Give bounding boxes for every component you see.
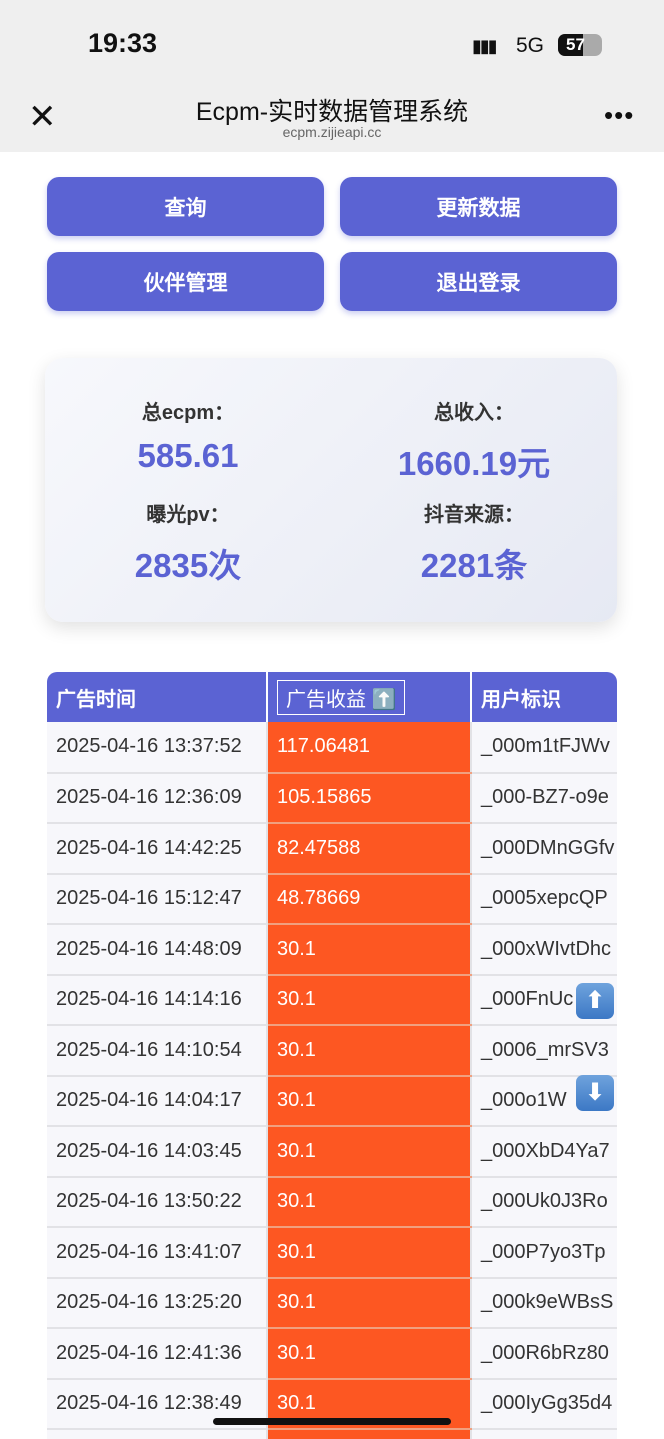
header-ad-time[interactable]: 广告时间 [47, 672, 268, 722]
cell-ad-revenue: 30.1 [267, 1025, 472, 1077]
page-title: Ecpm-实时数据管理系统 [195, 98, 469, 126]
table-row[interactable]: 2025-04-16 14:04:17 30.1 _000o1W [47, 1075, 617, 1127]
table-row[interactable]: 2025-04-16 14:10:54 30.1 _0006_mrSV3 [47, 1025, 617, 1077]
data-table: 广告时间 广告收益 ⬆️ 用户标识 2025-04-16 13:37:52 117… [47, 672, 617, 1439]
stat-label: 抖音来源： [424, 504, 524, 526]
cell-ad-revenue: 30.1 [267, 974, 472, 1026]
cell-ad-revenue: 117.06481 [267, 722, 472, 774]
cell-user-id: _000DMnGGfv [471, 823, 617, 875]
cell-user-id [471, 1429, 617, 1439]
cell-ad-revenue: 30.1 [267, 1277, 472, 1329]
cell-ad-time: 2025-04-16 14:10:54 [47, 1025, 268, 1077]
cell-ad-time: 2025-04-16 12:41:36 [47, 1328, 268, 1380]
cell-ad-revenue: 30.1 [267, 1227, 472, 1279]
cell-ad-time: 2025-04-16 13:41:07 [47, 1227, 268, 1279]
status-time: 19:33 [88, 28, 158, 58]
cell-ad-revenue: 105.15865 [267, 772, 472, 824]
cell-ad-time: 2025-04-16 13:25:20 [47, 1277, 268, 1329]
table-row[interactable]: 2025-04-16 12:41:36 30.1 _000R6bRz80 [47, 1328, 617, 1380]
partner-management-button[interactable]: 伙伴管理 [47, 252, 324, 311]
cell-ad-revenue: 30.1 [267, 1126, 472, 1178]
cell-user-id: _000R6bRz80 [471, 1328, 617, 1380]
cell-user-id: _000IyGg35d4 [471, 1378, 617, 1430]
logout-button[interactable]: 退出登录 [340, 252, 617, 311]
cell-ad-time: 2025-04-16 12:36:09 [47, 772, 268, 824]
table-row[interactable]: 2025-04-16 13:37:52 117.06481 _000m1tFJWv [47, 722, 617, 774]
cell-ad-time [47, 1429, 268, 1439]
stat-label: 总ecpm： [141, 402, 235, 424]
cell-ad-time: 2025-04-16 13:50:22 [47, 1176, 268, 1228]
battery-level: 57 [566, 35, 585, 54]
cell-user-id: _000k9eWBsS [471, 1277, 617, 1329]
cell-user-id: _000P7yo3Tp [471, 1227, 617, 1279]
header-ad-revenue[interactable]: 广告收益 ⬆️ [267, 672, 472, 722]
more-icon[interactable]: ••• [604, 100, 635, 130]
cell-ad-time: 2025-04-16 14:14:16 [47, 974, 268, 1026]
cell-ad-time: 2025-04-16 14:03:45 [47, 1126, 268, 1178]
cell-user-id: _000XbD4Ya7 [471, 1126, 617, 1178]
table-row[interactable]: 2025-04-16 12:36:09 105.15865 _000-BZ7-o9e [47, 772, 617, 824]
query-button[interactable]: 查询 [47, 177, 324, 236]
header-user-id[interactable]: 用户标识 [471, 672, 617, 722]
table-row[interactable]: 2025-04-16 14:03:45 30.1 _000XbD4Ya7 [47, 1126, 617, 1178]
stat-ecpm: 总ecpm： 585.61 [45, 396, 331, 475]
cell-user-id: _0006_mrSV3 [471, 1025, 617, 1077]
cell-ad-time: 2025-04-16 15:12:47 [47, 873, 268, 925]
cell-user-id: _000Uk0J3Ro [471, 1176, 617, 1228]
table-row[interactable]: 2025-04-16 14:48:09 30.1 _000xWIvtDhc [47, 924, 617, 976]
cell-ad-time: 2025-04-16 14:04:17 [47, 1075, 268, 1127]
stat-source: 抖音来源： 2281条 [331, 498, 617, 587]
close-icon[interactable]: ✕ [28, 98, 57, 136]
table-row[interactable]: 2025-04-16 13:50:22 30.1 _000Uk0J3Ro [47, 1176, 617, 1228]
table-header: 广告时间 广告收益 ⬆️ 用户标识 [47, 672, 617, 722]
table-row[interactable]: 2025-04-16 14:14:16 30.1 _000FnUc [47, 974, 617, 1026]
cell-user-id: _000-BZ7-o9e [471, 772, 617, 824]
table-row[interactable]: 2025-04-16 14:42:25 82.47588 _000DMnGGfv [47, 823, 617, 875]
battery-icon: 57 [558, 34, 602, 56]
stat-value: 585.61 [137, 437, 239, 474]
cell-ad-revenue: 30.1 [267, 1328, 472, 1380]
cell-ad-revenue: 30.1 [267, 924, 472, 976]
cell-user-id: _000xWIvtDhc [471, 924, 617, 976]
cell-ad-time: 2025-04-16 13:37:52 [47, 722, 268, 774]
cell-ad-time: 2025-04-16 14:48:09 [47, 924, 268, 976]
network-type: 5G [516, 34, 545, 57]
update-data-button[interactable]: 更新数据 [340, 177, 617, 236]
stat-pv: 曝光pv： 2835次 [45, 498, 331, 587]
table-row[interactable]: 2025-04-16 15:12:47 48.78669 _0005xepcQP [47, 873, 617, 925]
data-table-container[interactable]: 广告时间 广告收益 ⬆️ 用户标识 2025-04-16 13:37:52 117… [47, 672, 617, 1439]
browser-header: 19:33 ▮▮▮ 5G 57 ✕ Ecpm-实时数据管理系统 ecpm.zij… [0, 0, 664, 152]
cell-ad-time: 2025-04-16 14:42:25 [47, 823, 268, 875]
scroll-down-button[interactable]: ⬇ [576, 1075, 614, 1111]
sort-revenue-button[interactable]: 广告收益 ⬆️ [277, 679, 406, 715]
home-indicator[interactable] [213, 1418, 451, 1425]
cell-user-id: _0005xepcQP [471, 873, 617, 925]
cell-ad-revenue: 30.1 [267, 1075, 472, 1127]
stat-income: 总收入： 1660.19元 [331, 396, 617, 485]
stat-value: 2835次 [134, 547, 242, 584]
table-row[interactable]: 2025-04-16 13:25:20 30.1 _000k9eWBsS [47, 1277, 617, 1329]
page-url: ecpm.zijieapi.cc [282, 124, 382, 140]
stat-label: 总收入： [434, 402, 514, 424]
cell-ad-revenue: 82.47588 [267, 823, 472, 875]
table-row[interactable]: 2025-04-16 13:41:07 30.1 _000P7yo3Tp [47, 1227, 617, 1279]
stat-value: 1660.19元 [397, 445, 551, 482]
cell-ad-revenue: 48.78669 [267, 873, 472, 925]
cell-ad-revenue [267, 1429, 472, 1439]
stats-card: 总ecpm： 585.61 总收入： 1660.19元 曝光pv： 2835次 抖音来… [45, 358, 617, 622]
cell-user-id: _000m1tFJWv [471, 722, 617, 774]
scroll-up-button[interactable]: ⬆ [576, 983, 614, 1019]
signal-icon: ▮▮▮ [472, 36, 498, 56]
cell-ad-revenue: 30.1 [267, 1176, 472, 1228]
stat-label: 曝光pv： [146, 504, 230, 526]
stat-value: 2281条 [420, 547, 528, 584]
table-row[interactable] [47, 1429, 617, 1439]
